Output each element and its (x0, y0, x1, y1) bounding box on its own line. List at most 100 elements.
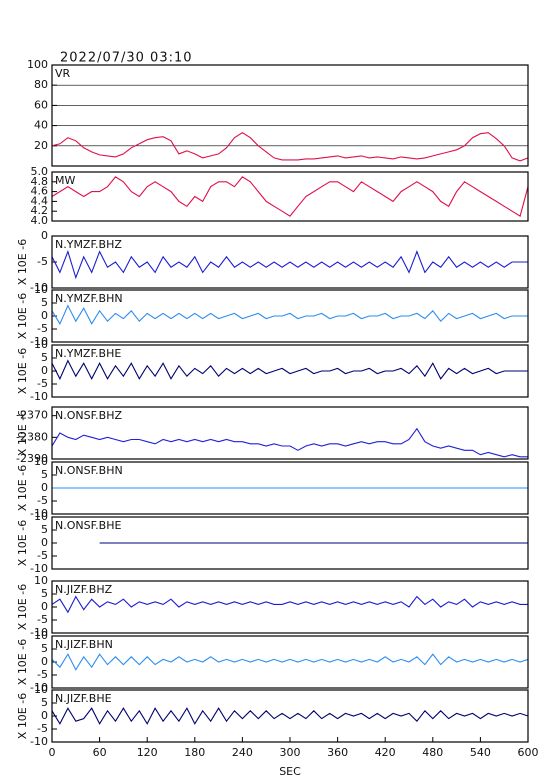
panel-frame (51, 235, 529, 289)
y-tick-label: -5 (37, 322, 48, 335)
y-tick-label: -2370 (16, 409, 48, 422)
y-tick-label: 0 (41, 709, 48, 722)
panel-frame (51, 64, 529, 167)
x-tick-label: 0 (49, 746, 56, 759)
y-tick-label: 4.8 (31, 175, 49, 188)
y-tick-label: 0 (41, 655, 48, 668)
panel-frame (51, 171, 529, 222)
chart-title: 2022/07/30 03:10 (60, 51, 193, 66)
y-tick-label: 5 (41, 642, 48, 655)
y-tick-label: -10 (30, 507, 48, 520)
y-tick-label: -5 (37, 494, 48, 507)
y-tick-label: 5 (41, 351, 48, 364)
y-axis-label: X 10E -6 (16, 348, 29, 394)
y-tick-label: 4.4 (31, 194, 49, 207)
y-tick-label: -10 (30, 562, 48, 575)
y-tick-label: -10 (30, 335, 48, 348)
x-axis-label: SEC (279, 765, 301, 778)
y-tick-label: -10 (30, 390, 48, 403)
y-tick-label: -5 (37, 255, 48, 268)
y-tick-label: 4.0 (31, 214, 49, 227)
y-tick-label: -10 (30, 681, 48, 694)
panel-label: N.JIZF.BHZ (55, 583, 113, 596)
y-tick-label: -5 (37, 668, 48, 681)
panel-frame (51, 580, 529, 634)
y-tick-label: 5.0 (31, 165, 49, 178)
panel-label: VR (55, 67, 71, 80)
y-tick-label: 80 (34, 78, 48, 91)
y-tick-label: 0 (41, 364, 48, 377)
y-tick-label: 10 (34, 683, 48, 696)
y-tick-label: -5 (37, 613, 48, 626)
y-axis-label: X 10E -6 (16, 293, 29, 339)
y-tick-label: 60 (34, 98, 48, 111)
panel-frame (51, 406, 529, 460)
x-tick-label: 240 (232, 746, 253, 759)
x-tick-label: 420 (375, 746, 396, 759)
x-tick-label: 60 (93, 746, 107, 759)
trace (51, 427, 528, 458)
y-tick-label: -10 (30, 735, 48, 748)
y-axis-label: X 10E -6 (16, 520, 29, 566)
panel-label: MW (55, 174, 75, 187)
y-tick-label: 5 (41, 696, 48, 709)
panel-label: N.YMZF.BHN (55, 292, 123, 305)
panel-frame (51, 344, 529, 398)
y-tick-label: 5 (41, 468, 48, 481)
trace (51, 132, 529, 162)
trace (51, 176, 529, 217)
trace (51, 653, 529, 671)
y-tick-label: 10 (34, 283, 48, 296)
y-tick-label: -5 (37, 722, 48, 735)
y-tick-label: 10 (34, 574, 48, 587)
y-axis-label: X 10E -6 (16, 584, 29, 630)
y-tick-label: -10 (30, 626, 48, 639)
trace (51, 707, 529, 725)
trace (51, 249, 528, 280)
y-tick-label: 0 (41, 481, 48, 494)
trace (51, 595, 528, 614)
panel-frame (51, 516, 529, 570)
y-tick-label: 10 (34, 338, 48, 351)
y-tick-label: 40 (34, 119, 48, 132)
panel-label: N.JIZF.BHE (55, 692, 112, 705)
y-tick-label: 5 (41, 587, 48, 600)
y-axis-label: X 10E -6 (16, 239, 29, 285)
y-tick-label: 10 (34, 629, 48, 642)
x-tick-label: 600 (518, 746, 539, 759)
y-tick-label: 4.2 (31, 204, 49, 217)
y-tick-label: 4.6 (31, 185, 49, 198)
trace (51, 304, 528, 325)
panel-frame (51, 461, 529, 515)
y-tick-label: -5 (37, 549, 48, 562)
trace (51, 359, 528, 381)
x-tick-label: 360 (327, 746, 348, 759)
y-tick-label: 10 (34, 455, 48, 468)
x-tick-label: 120 (137, 746, 158, 759)
y-tick-label: 5 (41, 296, 48, 309)
y-tick-label: 100 (27, 58, 48, 71)
panel-frame (51, 289, 529, 343)
x-tick-label: 480 (422, 746, 443, 759)
x-tick-label: 300 (280, 746, 301, 759)
y-tick-label: 0 (41, 309, 48, 322)
panel-label: N.YMZF.BHZ (55, 238, 122, 251)
panel-label: N.JIZF.BHN (55, 638, 113, 651)
y-tick-label: 10 (34, 510, 48, 523)
y-tick-label: 20 (34, 139, 48, 152)
y-axis-label: X 10E -6 (16, 465, 29, 511)
panel-label: N.ONSF.BHZ (55, 409, 122, 422)
y-tick-label: -5 (37, 377, 48, 390)
y-tick-label: 0 (41, 229, 48, 242)
y-tick-label: -10 (30, 281, 48, 294)
y-axis-label: X 10E -6 (16, 639, 29, 685)
y-tick-label: -2390 (16, 452, 48, 465)
panel-frame (51, 635, 529, 689)
y-tick-label: 5 (41, 523, 48, 536)
y-tick-label: 0 (41, 536, 48, 549)
x-tick-label: 180 (184, 746, 205, 759)
y-tick-label: -2380 (16, 430, 48, 443)
panel-label: N.ONSF.BHE (55, 519, 121, 532)
y-tick-label: 0 (41, 600, 48, 613)
